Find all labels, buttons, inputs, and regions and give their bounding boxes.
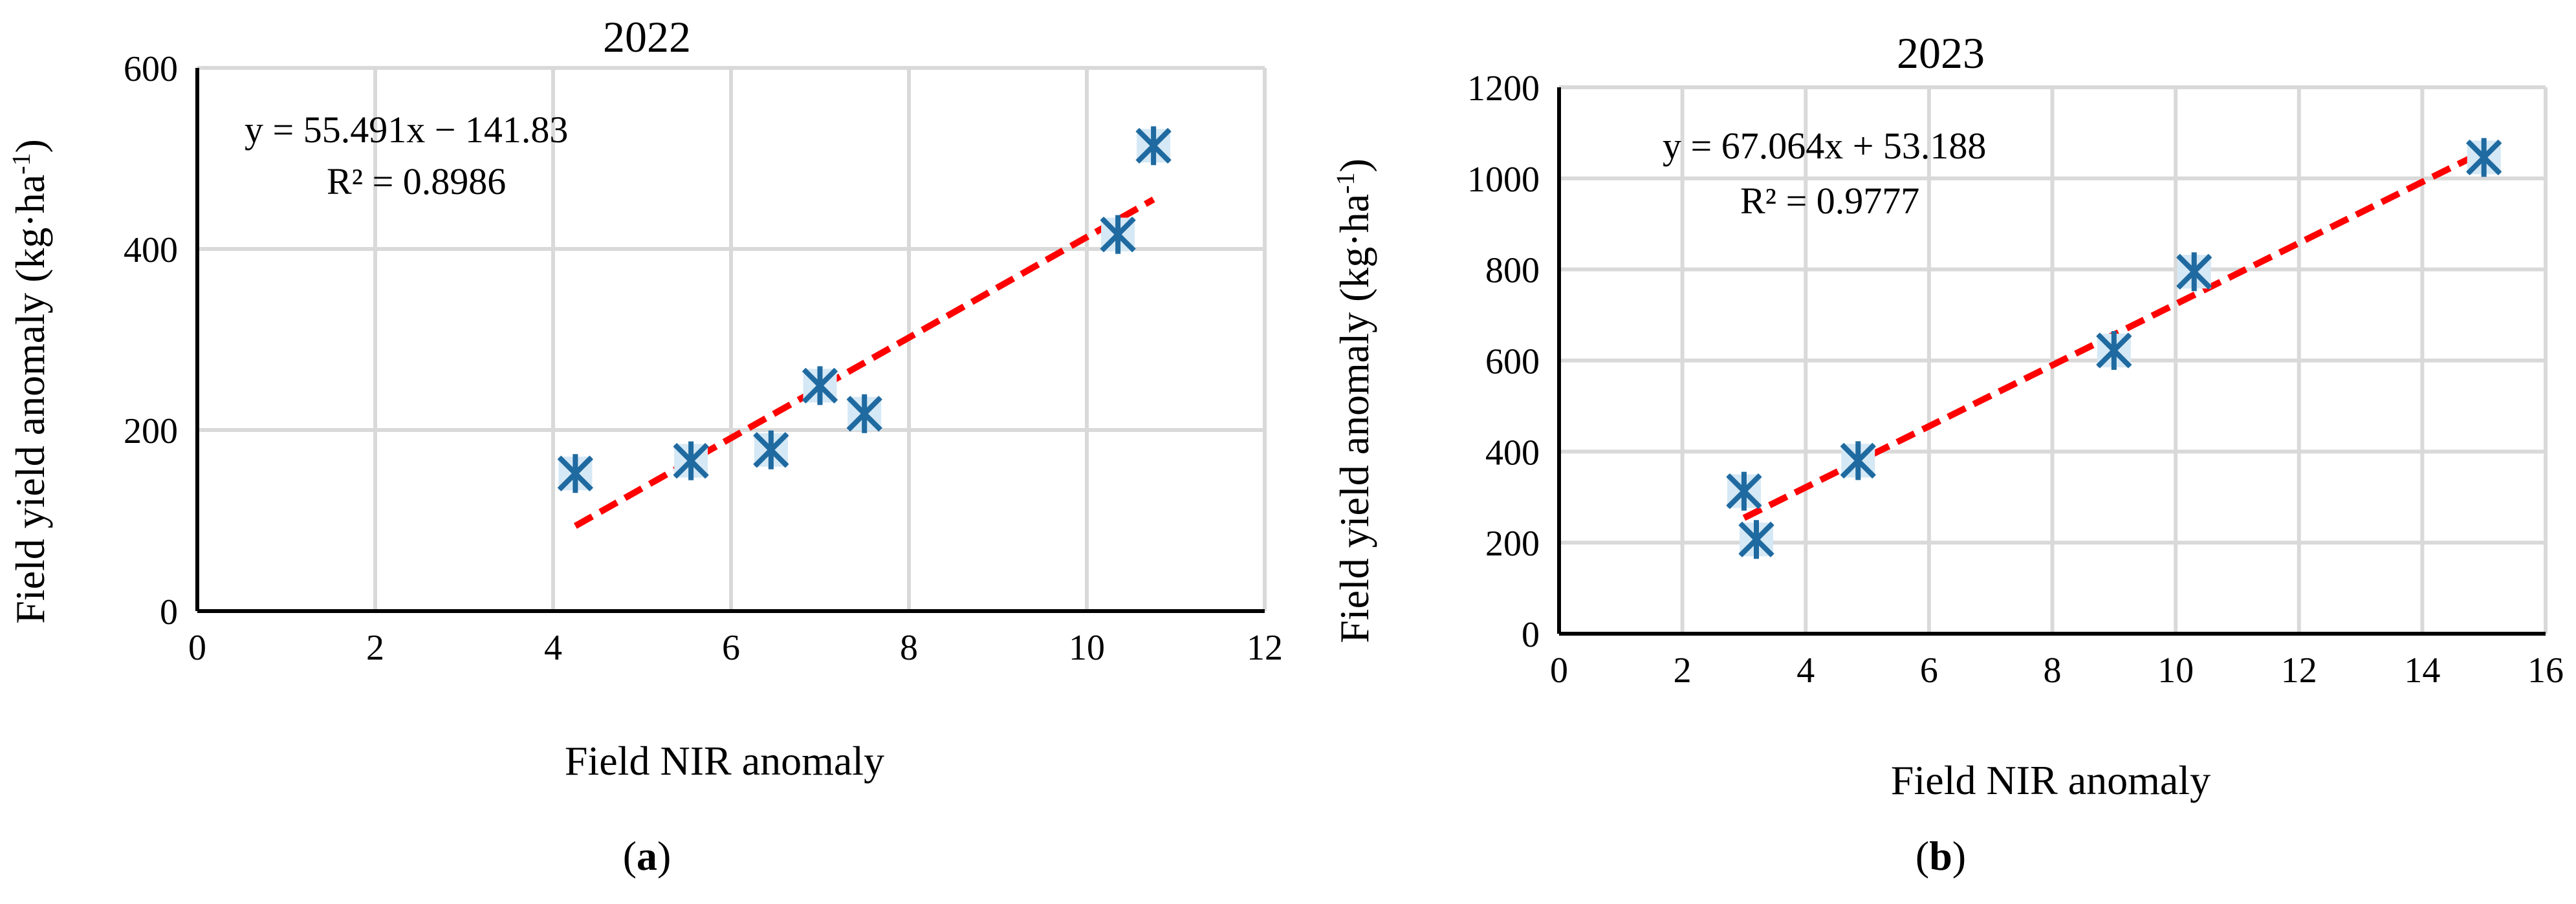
y-axis-label-main: Field yield anomaly (kg·ha <box>7 175 53 624</box>
y-axis-label-main: Field yield anomaly (kg·ha <box>1331 194 1377 643</box>
y-tick-label: 0 <box>160 592 178 632</box>
axes <box>195 68 1265 613</box>
y-tick-label: 200 <box>1485 524 1540 564</box>
data-point <box>753 430 789 469</box>
y-axis-label-end: ) <box>7 139 53 153</box>
y-axis-label-superscript: -1 <box>1331 173 1360 194</box>
trendline <box>573 197 1155 529</box>
r-squared-label: R² = 0.8986 <box>327 160 506 202</box>
panel-caption-letter: b <box>1929 833 1952 879</box>
y-tick-label: 200 <box>124 411 178 451</box>
data-point <box>846 394 882 433</box>
x-tick-label: 2 <box>366 628 384 668</box>
y-tick-label: 600 <box>124 49 178 89</box>
gridlines <box>197 66 1267 611</box>
x-tick-label: 4 <box>1796 651 1815 691</box>
x-axis-label: Field NIR anomaly <box>565 738 884 784</box>
data-point <box>2176 252 2212 292</box>
x-tick-label: 10 <box>1069 628 1105 668</box>
x-tick-labels: 0 2 4 6 8 10 12 14 16 <box>1550 651 2564 691</box>
chart-panel-b: 0 200 400 600 800 1000 1200 0 2 4 6 8 10 12 14 16 2023… <box>1331 28 2564 879</box>
trendline-equation: y = 55.491x − 141.83 <box>245 109 568 151</box>
y-tick-label: 1200 <box>1467 69 1540 109</box>
y-tick-label: 1000 <box>1467 160 1540 200</box>
data-point <box>1738 520 1774 559</box>
data-point <box>2096 331 2132 371</box>
x-tick-label: 6 <box>1920 651 1938 691</box>
y-tick-label: 400 <box>1485 433 1540 473</box>
data-point <box>1135 126 1172 166</box>
x-tick-label: 14 <box>2404 651 2440 691</box>
chart-title: 2023 <box>1897 28 1985 78</box>
y-axis-label: Field yield anomaly (kg·ha-1) <box>6 139 54 624</box>
data-point <box>2466 138 2502 177</box>
panel-caption-a: (a) <box>623 833 671 879</box>
data-points <box>1726 138 2502 559</box>
y-tick-labels: 0 200 400 600 <box>124 49 178 632</box>
y-axis-label-end: ) <box>1331 158 1377 172</box>
trendline-equation: y = 67.064x + 53.188 <box>1663 125 1986 167</box>
data-points <box>557 126 1172 493</box>
data-point <box>1840 441 1876 480</box>
x-tick-label: 12 <box>2281 651 2317 691</box>
chart-title: 2022 <box>603 12 691 61</box>
y-tick-label: 600 <box>1485 342 1540 382</box>
chart-panel-a: 0 200 400 600 0 2 4 6 8 10 12 2022 y = 55.491x − … <box>6 12 1283 879</box>
x-tick-label: 8 <box>900 628 918 668</box>
y-tick-labels: 0 200 400 600 800 1000 1200 <box>1467 69 1540 655</box>
r-squared-label: R² = 0.9777 <box>1740 180 1919 222</box>
x-tick-label: 0 <box>1550 651 1568 691</box>
x-axis-label: Field NIR anomaly <box>1891 757 2210 803</box>
x-tick-labels: 0 2 4 6 8 10 12 <box>188 628 1283 668</box>
x-tick-label: 6 <box>722 628 740 668</box>
y-axis-label-superscript: -1 <box>6 153 36 175</box>
x-tick-label: 12 <box>1247 628 1283 668</box>
data-point <box>673 441 709 480</box>
data-point <box>557 454 594 493</box>
y-axis-label: Field yield anomaly (kg·ha-1) <box>1331 158 1378 643</box>
gridlines <box>1559 85 2548 634</box>
data-point <box>1726 471 1762 511</box>
axes <box>1557 87 2546 636</box>
x-tick-label: 10 <box>2157 651 2194 691</box>
panel-caption-b: (b) <box>1916 833 1966 879</box>
y-tick-label: 0 <box>1522 615 1540 655</box>
y-tick-label: 800 <box>1485 251 1540 291</box>
x-tick-label: 2 <box>1674 651 1692 691</box>
data-point <box>802 366 838 405</box>
x-tick-label: 8 <box>2044 651 2062 691</box>
x-tick-label: 16 <box>2527 651 2564 691</box>
y-tick-label: 400 <box>124 230 178 270</box>
panel-caption-letter: a <box>637 833 657 879</box>
x-tick-label: 4 <box>544 628 562 668</box>
data-point <box>1100 215 1136 254</box>
x-tick-label: 0 <box>188 628 206 668</box>
